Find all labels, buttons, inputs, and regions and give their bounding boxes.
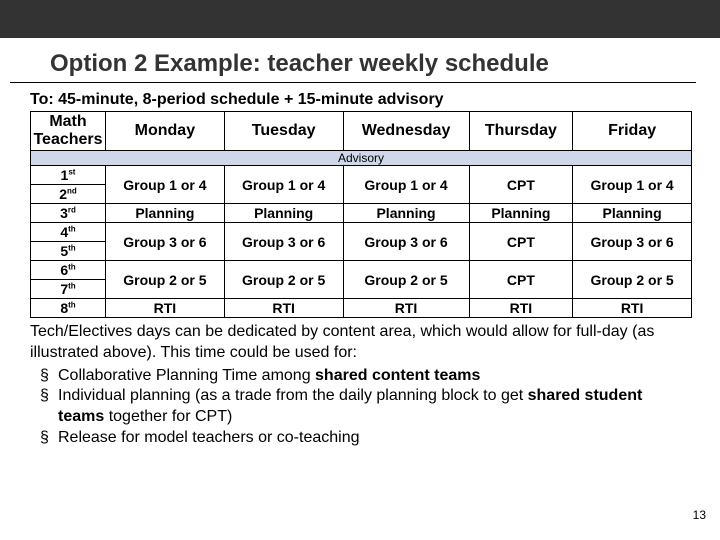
header-row: Math Teachers Monday Tuesday Wednesday T… — [31, 112, 692, 151]
notes-bullet-1: Collaborative Planning Time among shared… — [58, 366, 692, 387]
notes-list: Collaborative Planning Time among shared… — [30, 366, 692, 449]
cell: Group 2 or 5 — [343, 261, 469, 299]
notes-bullet-2: Individual planning (as a trade from the… — [58, 386, 692, 428]
period-1-label: 1st — [31, 166, 106, 185]
cell: Group 1 or 4 — [573, 166, 692, 204]
row-period-4: 4th Group 3 or 6 Group 3 or 6 Group 3 or… — [31, 223, 692, 242]
subtitle: To: 45-minute, 8-period schedule + 15-mi… — [30, 91, 692, 109]
cell: Group 3 or 6 — [106, 223, 225, 261]
row-period-1: 1st Group 1 or 4 Group 1 or 4 Group 1 or… — [31, 166, 692, 185]
header-monday: Monday — [106, 112, 225, 151]
cell: Planning — [343, 204, 469, 223]
cell: CPT — [469, 166, 573, 204]
advisory-row: Advisory — [31, 151, 692, 166]
cell: RTI — [106, 299, 225, 318]
cell: CPT — [469, 261, 573, 299]
header-corner: Math Teachers — [31, 112, 106, 151]
notes-intro: Tech/Electives days can be dedicated by … — [30, 323, 654, 361]
header-wednesday: Wednesday — [343, 112, 469, 151]
cell: RTI — [573, 299, 692, 318]
cell: RTI — [343, 299, 469, 318]
cell: Group 2 or 5 — [224, 261, 343, 299]
cell: Planning — [224, 204, 343, 223]
cell: Planning — [469, 204, 573, 223]
cell: Group 3 or 6 — [343, 223, 469, 261]
period-2-label: 2nd — [31, 185, 106, 204]
header-thursday: Thursday — [469, 112, 573, 151]
cell: Group 1 or 4 — [224, 166, 343, 204]
header-tuesday: Tuesday — [224, 112, 343, 151]
cell: Planning — [106, 204, 225, 223]
cell: Group 3 or 6 — [573, 223, 692, 261]
schedule-table: Math Teachers Monday Tuesday Wednesday T… — [30, 111, 692, 318]
content-area: To: 45-minute, 8-period schedule + 15-mi… — [0, 91, 720, 449]
row-period-3: 3rd Planning Planning Planning Planning … — [31, 204, 692, 223]
row-period-6: 6th Group 2 or 5 Group 2 or 5 Group 2 or… — [31, 261, 692, 280]
cell: Group 2 or 5 — [106, 261, 225, 299]
cell: Group 3 or 6 — [224, 223, 343, 261]
notes-bullet-3: Release for model teachers or co-teachin… — [58, 428, 692, 449]
cell: Planning — [573, 204, 692, 223]
page-title: Option 2 Example: teacher weekly schedul… — [10, 38, 696, 83]
page-number: 13 — [693, 508, 706, 522]
cell: CPT — [469, 223, 573, 261]
period-8-label: 8th — [31, 299, 106, 318]
period-6-label: 6th — [31, 261, 106, 280]
period-7-label: 7th — [31, 280, 106, 299]
period-4-label: 4th — [31, 223, 106, 242]
cell: Group 2 or 5 — [573, 261, 692, 299]
cell: RTI — [224, 299, 343, 318]
cell: Group 1 or 4 — [343, 166, 469, 204]
header-friday: Friday — [573, 112, 692, 151]
top-bar — [0, 0, 720, 38]
cell: RTI — [469, 299, 573, 318]
advisory-cell: Advisory — [31, 151, 692, 166]
row-period-8: 8th RTI RTI RTI RTI RTI — [31, 299, 692, 318]
notes-block: Tech/Electives days can be dedicated by … — [30, 322, 692, 449]
period-5-label: 5th — [31, 242, 106, 261]
period-3-label: 3rd — [31, 204, 106, 223]
cell: Group 1 or 4 — [106, 166, 225, 204]
